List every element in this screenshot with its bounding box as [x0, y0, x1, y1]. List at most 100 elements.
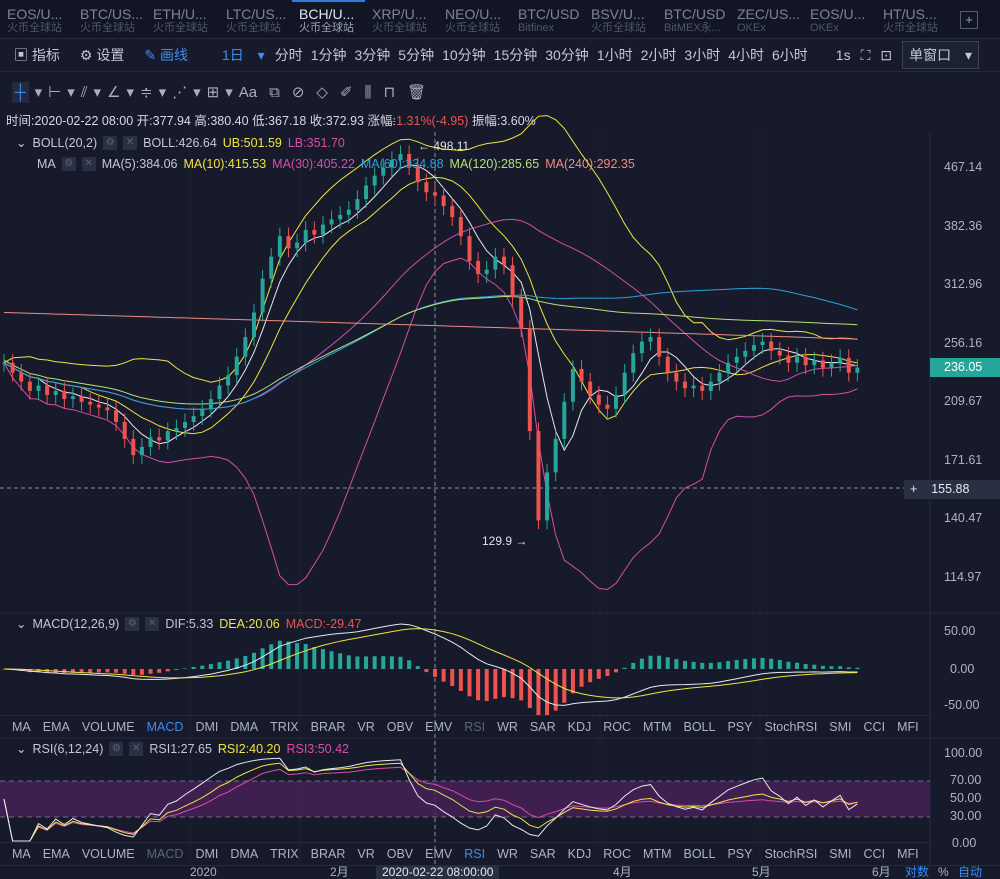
wave-tool-icon[interactable]: ⋰	[172, 84, 188, 101]
indicator-tab[interactable]: BOLL	[683, 719, 716, 734]
indicator-tab[interactable]: MA	[12, 846, 31, 861]
symbol-tab[interactable]: BTC/USD Bitfinex	[511, 0, 584, 38]
screenshot-icon[interactable]: ⊡	[880, 46, 893, 63]
symbol-tab[interactable]: ETH/U... 火币全球站	[146, 0, 219, 38]
indicator-tab[interactable]: RSI	[464, 719, 486, 734]
collapse-icon[interactable]: ⌄	[16, 617, 27, 631]
indicator-tab[interactable]: EMA	[42, 719, 70, 734]
draw-button[interactable]: ✎ 画线	[144, 47, 188, 63]
symbol-tab[interactable]: XRP/U... 火币全球站	[365, 0, 438, 38]
settings-icon[interactable]: ⚙	[125, 617, 140, 631]
log-scale-toggle[interactable]: 对数	[905, 865, 930, 879]
indicator-tab[interactable]: WR	[497, 719, 518, 734]
close-icon[interactable]: ✕	[81, 157, 96, 171]
lock-icon[interactable]: ⊓	[383, 84, 396, 101]
add-alert-icon[interactable]: +	[910, 482, 918, 496]
close-icon[interactable]: ✕	[123, 136, 138, 150]
indicator-tab[interactable]: KDJ	[567, 846, 592, 861]
period-dropdown[interactable]: 1日 ▾	[221, 47, 265, 63]
symbol-tab[interactable]: BSV/U... 火币全球站	[584, 0, 657, 38]
indicator-tab[interactable]: DMI	[195, 846, 219, 861]
link-icon[interactable]: ⊘	[291, 84, 305, 101]
interval-option[interactable]: 3分钟	[354, 47, 391, 63]
percent-scale-toggle[interactable]: %	[938, 865, 949, 879]
indicator-tab[interactable]: OBV	[386, 719, 414, 734]
interval-option[interactable]: 5分钟	[398, 47, 435, 63]
magnet-icon[interactable]: ⧉	[269, 83, 280, 101]
symbol-tab[interactable]: EOS/U... 火币全球站	[0, 0, 73, 38]
indicator-tab[interactable]: VOLUME	[81, 719, 135, 734]
close-icon[interactable]: ✕	[145, 617, 160, 631]
indicator-tab[interactable]: SMI	[829, 846, 852, 861]
trash-icon[interactable]: 🗑	[407, 84, 427, 101]
symbol-tab[interactable]: NEO/U... 火币全球站	[438, 0, 511, 38]
interval-option[interactable]: 4小时	[728, 47, 764, 63]
indicator-tab[interactable]: MFI	[897, 846, 919, 861]
indicator-tab[interactable]: SAR	[529, 846, 556, 861]
indicator-tab[interactable]: DMA	[230, 846, 259, 861]
time-axis[interactable]: 2020 2月 2020-02-22 08:00:00 4月 5月 6月 对数 …	[0, 865, 1000, 879]
crosshair-tool-icon[interactable]: ┼	[12, 81, 29, 103]
symbol-tab[interactable]: BTC/US... 火币全球站	[73, 0, 146, 38]
symbol-tab[interactable]: BCH/U... 火币全球站	[292, 0, 365, 38]
settings-icon[interactable]: ⚙	[61, 157, 76, 171]
indicator-tab[interactable]: StochRSI	[764, 719, 818, 734]
indicator-tab[interactable]: MFI	[897, 719, 919, 734]
auto-scale-toggle[interactable]: 自动	[958, 865, 983, 879]
settings-icon[interactable]: ⚙	[109, 742, 124, 756]
indicator-tab[interactable]: KDJ	[567, 719, 592, 734]
symbol-tab[interactable]: HT/US... 火币全球站	[876, 0, 949, 38]
settings-icon[interactable]: ⚙	[103, 136, 118, 150]
interval-option[interactable]: 分时	[274, 47, 303, 63]
indicator-tab[interactable]: WR	[497, 846, 518, 861]
window-mode-select[interactable]: 单窗口 ▾	[902, 41, 980, 69]
indicator-tab[interactable]: MACD	[146, 846, 184, 861]
interval-option[interactable]: 1小时	[596, 47, 633, 63]
symbol-tab[interactable]: EOS/U... OKEx	[803, 0, 876, 38]
indicator-tab[interactable]: DMI	[195, 719, 219, 734]
indicator-tab[interactable]: ROC	[603, 846, 632, 861]
text-tool[interactable]: Aa	[238, 83, 258, 101]
interval-option[interactable]: 6小时	[772, 47, 808, 63]
settings-button[interactable]: ⚙ 设置	[79, 47, 125, 63]
interval-option[interactable]: 2小时	[640, 47, 677, 63]
symbol-tab[interactable]: BTC/USD BitMEX永...	[657, 0, 730, 38]
indicator-tab[interactable]: EMV	[425, 719, 453, 734]
indicator-tab[interactable]: EMA	[42, 846, 70, 861]
indicator-tab[interactable]: StochRSI	[764, 846, 818, 861]
indicator-tab[interactable]: CCI	[863, 846, 886, 861]
indicator-tab[interactable]: SAR	[529, 719, 556, 734]
indicators-button[interactable]: ▣ 指标	[14, 47, 60, 63]
indicator-tab[interactable]: BRAR	[310, 846, 346, 861]
indicator-tab[interactable]: MACD	[146, 719, 184, 734]
close-icon[interactable]: ✕	[129, 742, 144, 756]
interval-option[interactable]: 1分钟	[310, 47, 347, 63]
box-tool-icon[interactable]: ⊞	[206, 84, 220, 101]
line-tool-icon[interactable]: ⊢	[48, 84, 62, 101]
indicator-tab[interactable]: BRAR	[310, 719, 346, 734]
angle-tool-icon[interactable]: ∠	[107, 84, 121, 101]
collapse-icon[interactable]: ⌄	[16, 742, 27, 756]
parallel-tool-icon[interactable]: ≑	[140, 84, 153, 101]
indicator-tab[interactable]: TRIX	[270, 846, 299, 861]
indicator-tab[interactable]: CCI	[863, 719, 886, 734]
indicator-tab[interactable]: EMV	[425, 846, 453, 861]
indicator-tab[interactable]: PSY	[727, 719, 753, 734]
indicator-tab[interactable]: BOLL	[683, 846, 716, 861]
refresh-rate[interactable]: 1s	[835, 47, 851, 63]
fullscreen-icon[interactable]: ⛶	[860, 46, 871, 63]
add-tab-button[interactable]: +	[960, 11, 978, 29]
measure-icon[interactable]: ⫼	[364, 83, 372, 101]
symbol-tab[interactable]: LTC/US... 火币全球站	[219, 0, 292, 38]
indicator-tab[interactable]: VR	[357, 719, 375, 734]
indicator-tab[interactable]: MTM	[643, 719, 672, 734]
symbol-tab[interactable]: ZEC/US... OKEx	[730, 0, 803, 38]
indicator-tab[interactable]: ROC	[603, 719, 632, 734]
indicator-tab[interactable]: DMA	[230, 719, 259, 734]
brush-icon[interactable]: ✐	[339, 84, 353, 101]
indicator-tab[interactable]: SMI	[829, 719, 852, 734]
interval-option[interactable]: 10分钟	[442, 47, 486, 63]
indicator-tab[interactable]: OBV	[386, 846, 414, 861]
indicator-tab[interactable]: VOLUME	[81, 846, 135, 861]
